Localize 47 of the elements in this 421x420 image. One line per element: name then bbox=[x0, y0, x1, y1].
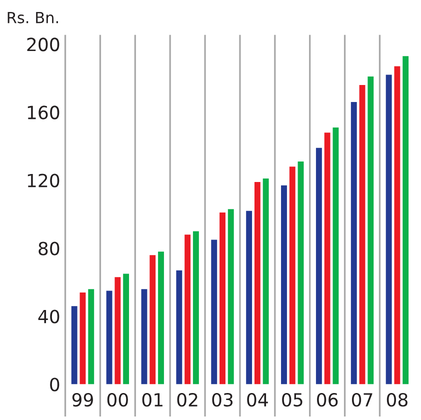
bar bbox=[220, 212, 226, 384]
bar bbox=[114, 277, 121, 384]
bar bbox=[150, 255, 156, 384]
bar bbox=[281, 185, 287, 384]
x-tick-label: 07 bbox=[352, 392, 372, 407]
bar bbox=[394, 66, 400, 384]
bar bbox=[71, 306, 78, 384]
x-tick-label: 05 bbox=[282, 392, 302, 407]
bar bbox=[184, 234, 191, 384]
bar bbox=[402, 56, 409, 384]
bar bbox=[262, 178, 269, 384]
bar bbox=[289, 166, 296, 384]
bar bbox=[368, 76, 374, 384]
bar bbox=[316, 148, 322, 384]
y-tick-label: 80 bbox=[38, 242, 60, 256]
bar bbox=[254, 182, 260, 384]
y-axis-title: Rs. Bn. bbox=[8, 12, 58, 24]
bar bbox=[211, 240, 218, 384]
y-tick-label: 200 bbox=[27, 38, 60, 52]
bar bbox=[298, 162, 304, 384]
x-tick-label: 99 bbox=[72, 392, 93, 407]
bar bbox=[176, 270, 182, 384]
bar bbox=[141, 289, 148, 384]
bar bbox=[386, 74, 392, 384]
bar bbox=[192, 231, 199, 384]
bar bbox=[228, 209, 234, 384]
x-tick-label: 00 bbox=[107, 392, 128, 407]
x-tick-label: 08 bbox=[386, 392, 408, 407]
bar bbox=[324, 132, 330, 384]
y-tick-label: 0 bbox=[50, 378, 60, 392]
bar bbox=[88, 289, 94, 384]
bar bbox=[123, 274, 130, 384]
bar bbox=[332, 128, 339, 384]
y-tick-label: 160 bbox=[28, 106, 60, 120]
bar bbox=[350, 102, 357, 384]
bar bbox=[359, 85, 366, 384]
x-tick-label: 03 bbox=[212, 392, 233, 407]
bar bbox=[158, 252, 164, 384]
x-tick-label: 04 bbox=[247, 392, 268, 407]
y-tick-label: 40 bbox=[38, 310, 60, 324]
bar bbox=[106, 290, 112, 384]
x-tick-label: 06 bbox=[317, 392, 338, 407]
bar bbox=[246, 210, 252, 384]
bar bbox=[80, 292, 86, 384]
x-tick-label: 01 bbox=[142, 392, 162, 407]
y-tick-label: 120 bbox=[28, 174, 60, 188]
x-tick-label: 02 bbox=[177, 392, 198, 407]
